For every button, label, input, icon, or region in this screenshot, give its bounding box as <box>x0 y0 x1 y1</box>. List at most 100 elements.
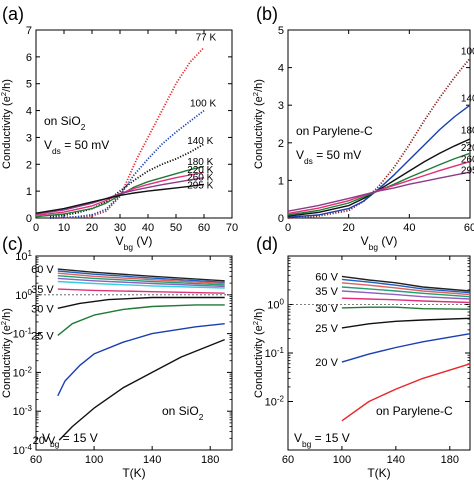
y-tick-label: 5 <box>26 79 32 91</box>
annotation-vbg: Vbg = 15 V <box>42 431 98 449</box>
y-tick-label: 4 <box>26 106 32 118</box>
series-label: 100 K <box>461 46 474 57</box>
x-tick-label: 0 <box>285 222 291 234</box>
series-line <box>57 277 225 288</box>
series-label: 60 V <box>315 271 338 283</box>
series-line <box>341 286 471 298</box>
series-label: 25 V <box>31 330 54 342</box>
x-tick-label: 40 <box>142 222 154 234</box>
x-tick-label: 60 <box>464 222 474 234</box>
x-tick-label: 50 <box>170 222 182 234</box>
x-tick-label: 180 <box>201 454 219 466</box>
y-tick-label: 6 <box>26 52 32 64</box>
series-line <box>287 138 471 217</box>
series-line <box>57 272 225 285</box>
series-label: 220 K <box>187 165 213 176</box>
series-line <box>341 282 471 296</box>
x-axis-label: Vbg (V) <box>361 234 398 252</box>
y-tick-label: 10-1 <box>13 326 33 341</box>
series-label: 180 K <box>461 125 474 136</box>
x-tick-label: 100 <box>333 454 351 466</box>
y-tick-label: 3 <box>278 100 284 112</box>
series-line <box>49 143 205 218</box>
series-line <box>287 171 471 212</box>
y-axis-label: Conductivity (e2/h) <box>251 308 266 398</box>
series-line <box>57 280 225 289</box>
chart-panel-b: 0 20 40 60 0 1 2 3 4 5 Conductivity (e2/h) Vbg (V) 1… <box>251 25 474 252</box>
series-line <box>287 160 471 215</box>
y-tick-label: 10-2 <box>265 394 285 409</box>
annotation-vds: Vds = 50 mV <box>296 148 361 166</box>
y-axis-label: Conductivity (e2/h) <box>0 79 13 169</box>
series-label: 77 K <box>196 33 217 44</box>
series-line <box>35 171 205 216</box>
series-line <box>35 183 205 214</box>
y-tick-label: 100 <box>15 287 32 302</box>
y-tick-label: 1 <box>26 186 32 198</box>
x-tick-label: 0 <box>33 222 39 234</box>
series-line <box>341 297 471 304</box>
annotation-substrate: on Parylene-C <box>296 124 373 138</box>
x-tick-label: 70 <box>226 222 238 234</box>
y-tick-label: 3 <box>26 132 32 144</box>
y-tick-label: 10-1 <box>265 346 285 361</box>
y-tick-label: 101 <box>15 249 32 264</box>
y-tick-label: 0 <box>278 213 284 225</box>
y-tick-label: 1 <box>278 175 284 187</box>
series-line <box>58 338 225 441</box>
x-axis-label: T(K) <box>122 466 145 480</box>
panel-label-a: (a) <box>2 4 24 24</box>
series-line <box>287 57 471 219</box>
x-tick-label: 60 <box>282 454 294 466</box>
series-line <box>57 270 225 283</box>
x-tick-label: 100 <box>85 454 103 466</box>
x-axis-label: Vbg (V) <box>116 234 153 252</box>
chart-panel-c: 60 100 140 180 10-4 10-3 10-2 10-1 100 101 Conduct… <box>0 249 233 480</box>
x-tick-label: 10 <box>58 222 70 234</box>
annotation-substrate: on SiO2 <box>44 114 86 132</box>
x-tick-label: 180 <box>441 454 459 466</box>
series-line <box>341 363 471 422</box>
panel-label-b: (b) <box>256 4 278 24</box>
panel-label-c: (c) <box>2 234 23 254</box>
series-label: 140 K <box>187 136 213 147</box>
series-label: 295 K <box>187 180 213 191</box>
x-tick-label: 60 <box>30 454 42 466</box>
series-line <box>57 296 225 309</box>
x-tick-label: 60 <box>198 222 210 234</box>
y-tick-label: 10-3 <box>13 404 33 419</box>
chart-panel-a: 0 10 20 30 40 50 60 70 0 1 2 3 4 5 6 7 Conductivity (e2/… <box>0 25 238 252</box>
y-tick-label: 2 <box>26 159 32 171</box>
annotation-vbg: Vbg = 15 V <box>294 431 350 449</box>
series-line <box>341 275 471 292</box>
series-line <box>341 317 471 329</box>
x-axis-label: T(K) <box>367 466 390 480</box>
series-label: 180 K <box>187 157 213 168</box>
series-label: 35 V <box>315 286 338 298</box>
x-tick-label: 40 <box>403 222 415 234</box>
y-tick-label: 5 <box>278 25 284 37</box>
series-label: 260 K <box>461 154 474 165</box>
y-tick-label: 2 <box>278 138 284 150</box>
annotation-substrate: on SiO2 <box>162 404 204 422</box>
y-axis-label: Conductivity (e2/h) <box>0 308 13 398</box>
series-label: 30 V <box>315 303 338 315</box>
series-line <box>57 275 225 286</box>
series-label: 20 V <box>315 357 338 369</box>
y-tick-label: 100 <box>267 297 284 312</box>
series-line <box>57 268 225 282</box>
plot-frame <box>35 255 233 451</box>
series-line <box>35 165 205 218</box>
y-tick-label: 7 <box>26 25 32 37</box>
series-line <box>35 177 205 215</box>
series-label: 20 V <box>33 435 56 447</box>
y-tick-label: 10-2 <box>13 365 33 380</box>
panel-label-d: (d) <box>256 234 278 254</box>
series-line <box>49 109 205 219</box>
series-label: 35 V <box>31 284 54 296</box>
series-line <box>341 306 471 310</box>
series-line <box>57 304 225 336</box>
series-label: 60 V <box>31 264 54 276</box>
